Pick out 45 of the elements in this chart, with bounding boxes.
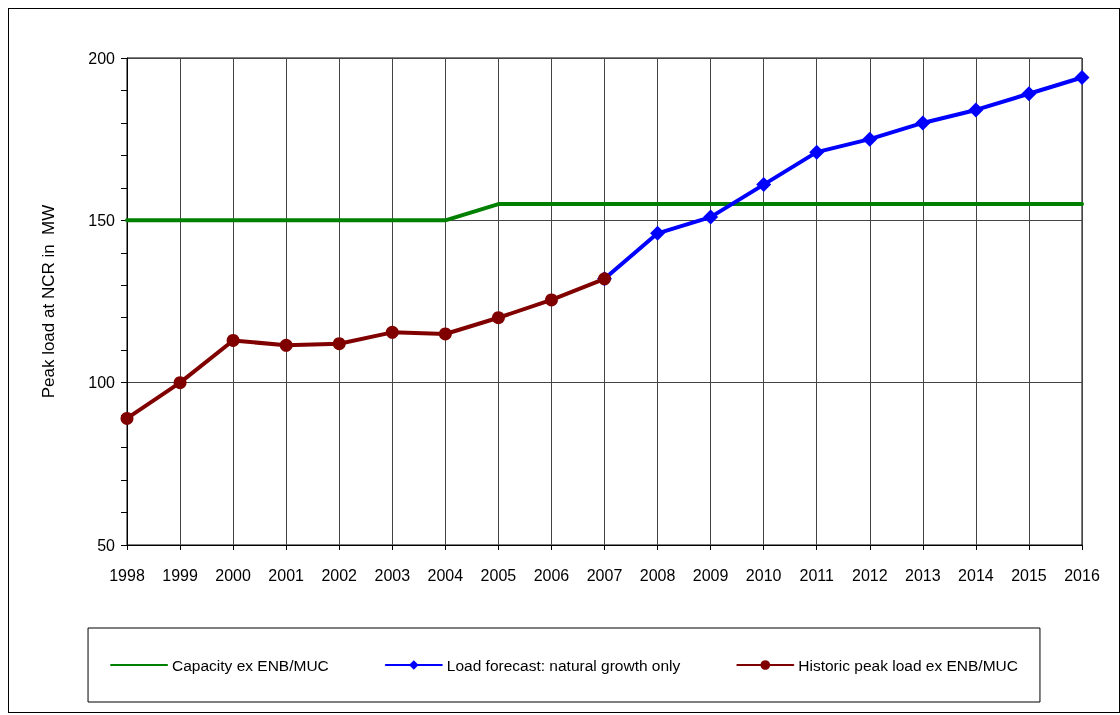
point [226, 333, 240, 347]
point [650, 225, 666, 241]
x-tick-label: 2005 [480, 566, 517, 584]
x-tick-label: 2012 [851, 566, 888, 584]
point [862, 131, 878, 147]
x-tick-label: 1999 [162, 566, 198, 584]
x-tick-label: 2008 [639, 566, 676, 584]
legend-label: Capacity ex ENB/MUC [172, 656, 329, 674]
x-tick-label: 2004 [427, 566, 464, 584]
point [385, 325, 399, 339]
x-tick-label: 2009 [692, 566, 729, 584]
point [915, 115, 931, 131]
x-tick-label: 2016 [1064, 566, 1100, 584]
point [332, 337, 346, 351]
point [173, 376, 187, 390]
x-tick-label: 2011 [799, 566, 835, 584]
point [279, 338, 293, 352]
point [491, 311, 505, 325]
x-tick-label: 2003 [374, 566, 411, 584]
y-tick-label: 150 [88, 211, 116, 229]
legend-label: Load forecast: natural growth only [446, 656, 681, 674]
point [1074, 69, 1090, 85]
x-tick-label: 2000 [215, 566, 252, 584]
point [809, 144, 825, 160]
x-tick-label: 2001 [268, 566, 305, 584]
point [968, 102, 984, 118]
point [756, 177, 772, 193]
y-tick-label: 50 [97, 536, 116, 554]
x-tick-label: 2010 [745, 566, 782, 584]
legend-label: Historic peak load ex ENB/MUC [798, 656, 1018, 674]
point [120, 411, 134, 425]
point [703, 209, 719, 225]
point [438, 327, 452, 341]
x-tick-label: 2014 [958, 566, 994, 584]
y-tick-label: 100 [88, 374, 116, 392]
x-tick-label: 2013 [905, 566, 941, 584]
x-tick-label: 1998 [109, 566, 145, 584]
y-tick-label: 200 [88, 49, 116, 67]
y-axis-title: Peak load at NCR in MW [39, 204, 58, 399]
point [1021, 86, 1037, 102]
x-tick-label: 2006 [533, 566, 570, 584]
point [544, 293, 558, 307]
x-tick-label: 2015 [1011, 566, 1047, 584]
x-tick-label: 2002 [321, 566, 358, 584]
x-tick-label: 2007 [586, 566, 623, 584]
